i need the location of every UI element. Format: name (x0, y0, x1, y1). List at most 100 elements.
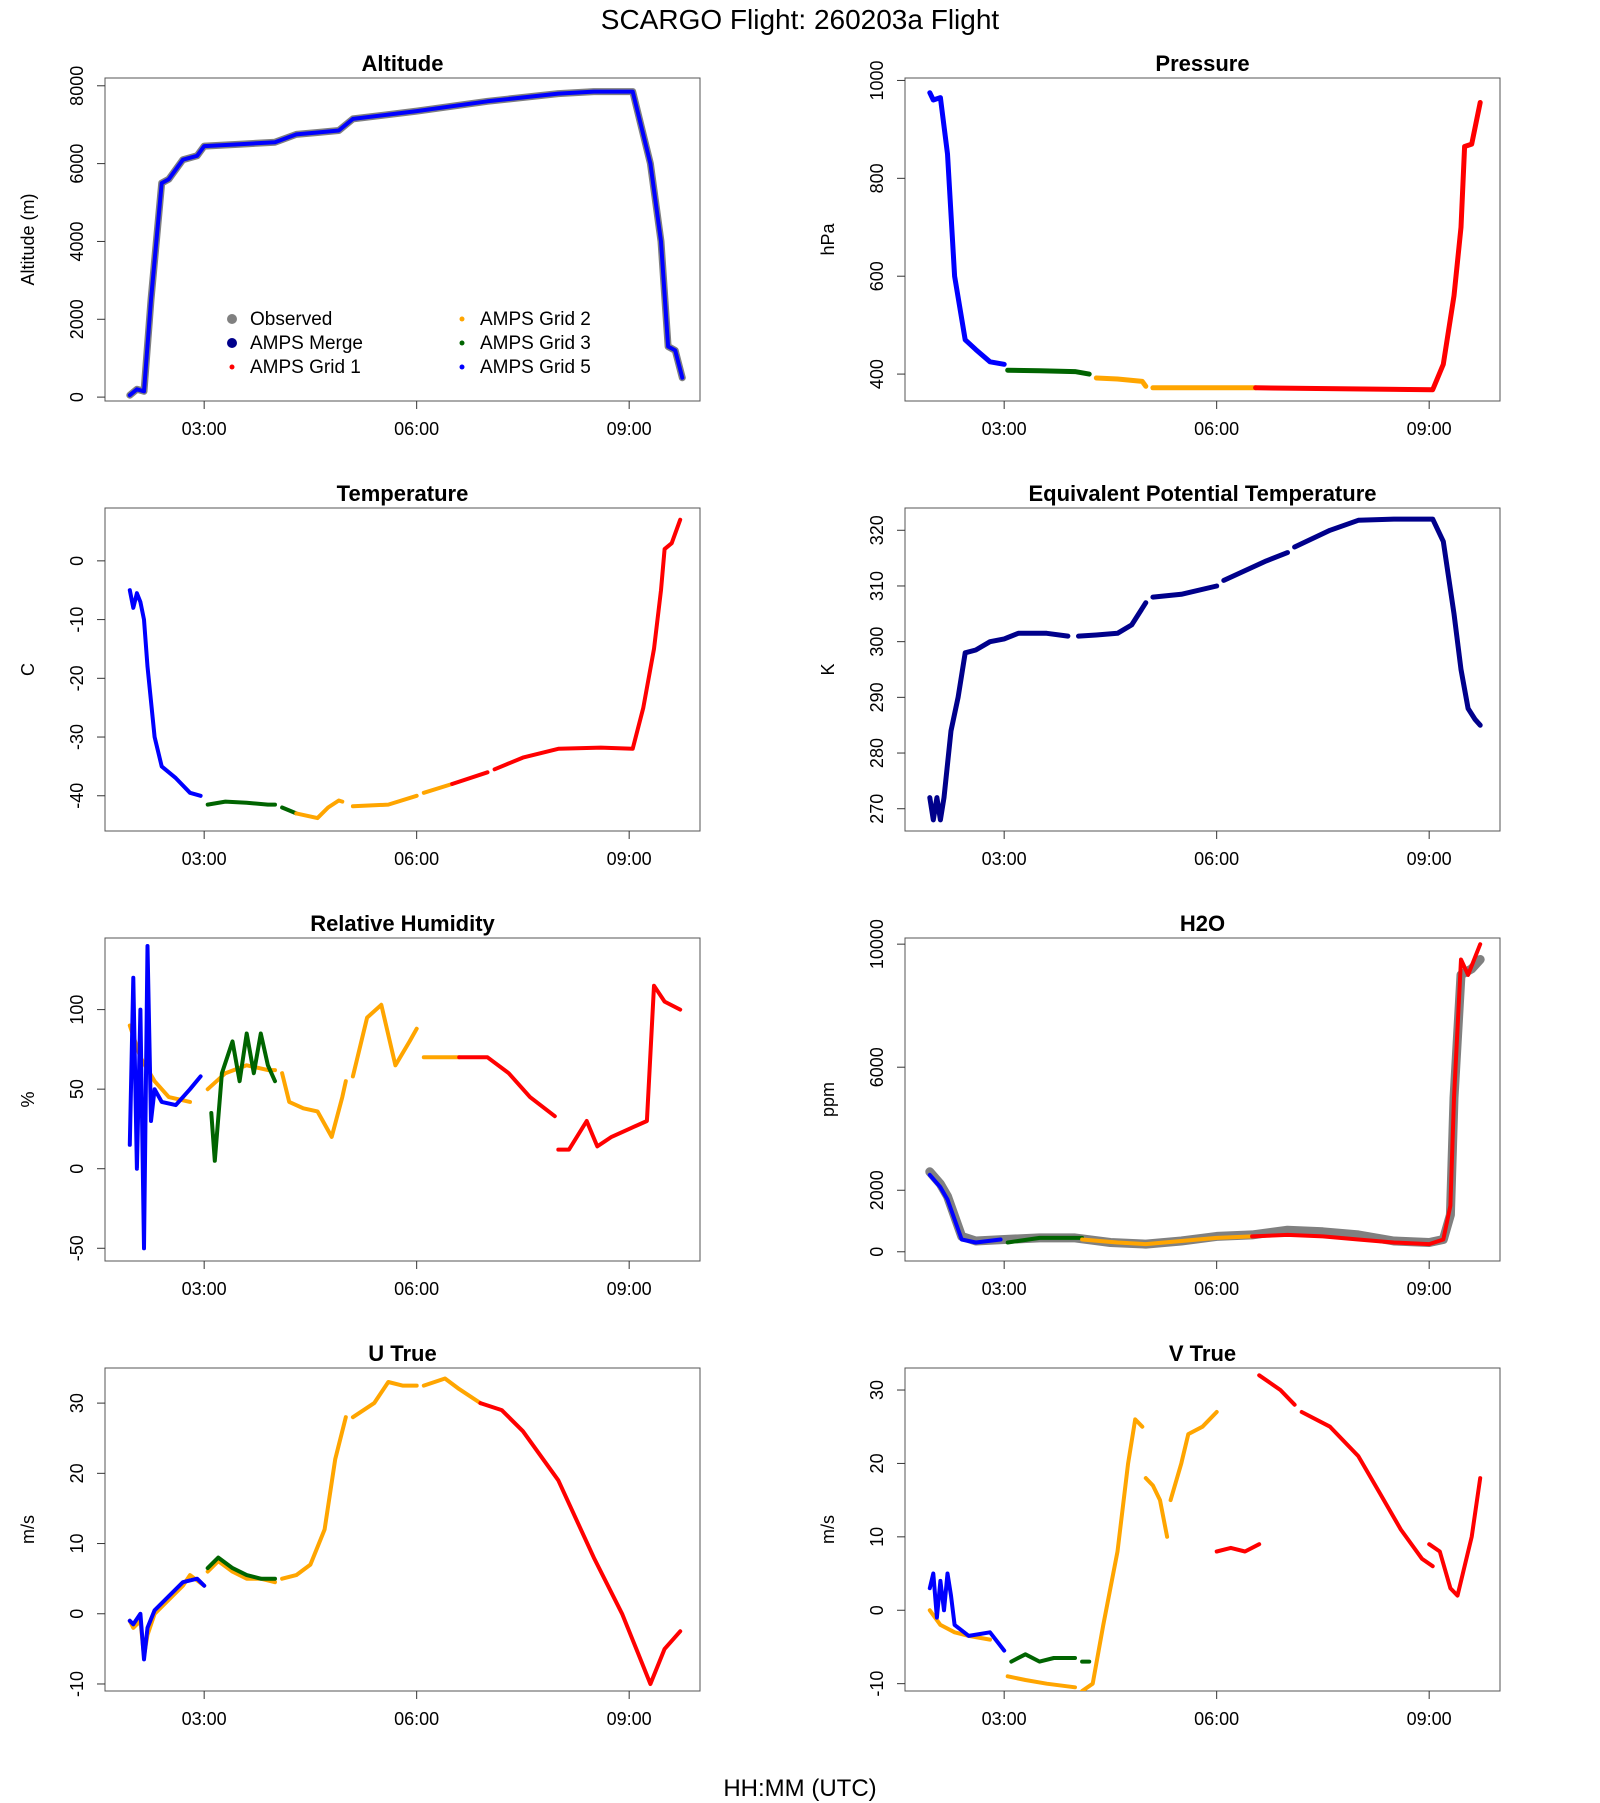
altitude-y-tick-label: 2000 (67, 299, 87, 339)
chart-altitude: Altitude 03:00 06:00 09:00 0 2000 4000 6000 8000… (18, 51, 701, 439)
u-true-x-tick-label: 09:00 (607, 1709, 652, 1729)
temperature-series-group (127, 517, 683, 821)
relative-humidity-y-tick-label: 0 (67, 1164, 87, 1174)
h2o-series-amps-grid-5 (927, 1172, 1003, 1245)
eq-pot-temp-series-amps-merge (1150, 583, 1220, 600)
altitude-title: Altitude (362, 51, 444, 76)
panel-altitude: Altitude 03:00 06:00 09:00 0 2000 4000 6000 8000… (0, 40, 800, 470)
v-true-series-amps-grid-1 (1299, 1410, 1435, 1569)
pressure-y-tick-label: 800 (867, 163, 887, 193)
temperature-x-tick-label: 06:00 (394, 849, 439, 869)
relative-humidity-plot-frame (104, 937, 701, 1262)
eq-pot-temp-y-tick-label: 320 (867, 515, 887, 545)
chart-temperature: Temperature 03:00 06:00 09:00 -40 -30 -20 -10 0 C (18, 481, 701, 869)
u-true-series-amps-grid-1 (478, 1401, 683, 1686)
legend-marker-amps-grid-5 (459, 364, 465, 370)
pressure-y-tick-label: 400 (867, 359, 887, 389)
altitude-series-amps-grid-5 (127, 89, 685, 398)
v-true-series-amps-grid-5 (927, 1571, 1007, 1653)
v-true-x-tick-label: 03:00 (982, 1709, 1027, 1729)
pressure-plot-frame (904, 77, 1501, 402)
chart-u-true: U True 03:00 06:00 09:00 -10 0 10 20 30 m/s (18, 1341, 701, 1729)
u-true-series-amps-grid-2 (350, 1380, 419, 1420)
legend-marker-observed (227, 314, 237, 324)
v-true-series-amps-grid-2 (1168, 1410, 1219, 1503)
relative-humidity-series-amps-grid-1 (457, 1055, 557, 1119)
temperature-series-amps-grid-2 (421, 782, 455, 795)
pressure-title: Pressure (1155, 51, 1249, 76)
u-true-series-amps-grid-2 (280, 1415, 348, 1581)
altitude-series-observed (126, 88, 686, 399)
legend-marker-amps-merge (227, 338, 237, 348)
eq-pot-temp-series-amps-merge (1076, 600, 1149, 639)
h2o-title: H2O (1180, 911, 1225, 936)
v-true-series-group (927, 1373, 1483, 1691)
panel-v-true: V True 03:00 06:00 09:00 -10 0 10 20 30 m/s (800, 1330, 1600, 1760)
h2o-series-amps-grid-1 (1250, 942, 1483, 1247)
eq-pot-temp-series-amps-merge (1221, 550, 1290, 583)
u-true-y-axis-label: m/s (18, 1515, 38, 1544)
figure-title: SCARGO Flight: 260203a Flight (600, 4, 1000, 35)
pressure-x-tick-label: 09:00 (1407, 419, 1452, 439)
v-true-y-axis-label: m/s (818, 1515, 838, 1544)
relative-humidity-y-tick-label: 100 (67, 995, 87, 1025)
u-true-y-tick-label: -10 (67, 1671, 87, 1697)
v-true-y-tick-label: 30 (867, 1380, 887, 1400)
panel-temperature: Temperature 03:00 06:00 09:00 -40 -30 -20 -10 0 C (0, 470, 800, 900)
relative-humidity-series-amps-grid-5 (127, 944, 203, 1251)
pressure-x-tick-label: 03:00 (982, 419, 1027, 439)
legend-label-amps-grid-2: AMPS Grid 2 (480, 309, 591, 330)
relative-humidity-series-amps-grid-2 (350, 1002, 419, 1079)
altitude-series-group (126, 88, 686, 399)
panel-relative-humidity: Relative Humidity 03:00 06:00 09:00 -50 0 50 10… (0, 900, 800, 1330)
v-true-series-amps-grid-1 (1427, 1476, 1483, 1598)
v-true-series-amps-grid-2 (1143, 1476, 1170, 1539)
v-true-y-tick-label: 20 (867, 1453, 887, 1473)
eq-pot-temp-y-axis-label: K (818, 663, 838, 675)
legend-label-amps-merge: AMPS Merge (250, 333, 363, 354)
eq-pot-temp-x-tick-label: 06:00 (1194, 849, 1239, 869)
relative-humidity-series-amps-grid-2 (280, 1071, 348, 1139)
v-true-series-amps-grid-1 (1257, 1373, 1297, 1407)
h2o-x-tick-label: 06:00 (1194, 1279, 1239, 1299)
v-true-series-amps-grid-3 (1009, 1652, 1077, 1664)
v-true-x-tick-label: 09:00 (1407, 1709, 1452, 1729)
u-true-x-tick-label: 03:00 (182, 1709, 227, 1729)
v-true-y-tick-label: 10 (867, 1527, 887, 1547)
h2o-series-amps-grid-2 (1080, 1234, 1255, 1247)
pressure-series-amps-grid-2 (1093, 375, 1149, 389)
pressure-y-axis-label: hPa (818, 222, 838, 255)
u-true-series-amps-grid-5 (127, 1576, 207, 1662)
u-true-y-tick-label: 30 (67, 1393, 87, 1413)
eq-pot-temp-series-amps-merge (1292, 516, 1483, 728)
temperature-y-axis-label: C (18, 663, 38, 676)
chart-pressure: Pressure 03:00 06:00 09:00 400 600 800 1000 hPa (818, 51, 1501, 439)
panel-pressure: Pressure 03:00 06:00 09:00 400 600 800 1000 hPa (800, 40, 1600, 470)
u-true-x-tick-label: 06:00 (394, 1709, 439, 1729)
relative-humidity-x-tick-label: 03:00 (182, 1279, 227, 1299)
eq-pot-temp-plot-frame (904, 507, 1501, 832)
u-true-y-tick-label: 10 (67, 1534, 87, 1554)
u-true-series-group (127, 1376, 683, 1686)
v-true-y-tick-label: -10 (867, 1671, 887, 1697)
v-true-series-amps-grid-2 (927, 1608, 992, 1642)
relative-humidity-series-group (127, 944, 683, 1251)
chart-relative-humidity: Relative Humidity 03:00 06:00 09:00 -50 0 50 10… (18, 911, 701, 1299)
u-true-series-amps-grid-3 (205, 1555, 277, 1581)
pressure-series-amps-grid-3 (1005, 367, 1092, 377)
pressure-y-tick-label: 1000 (867, 60, 887, 100)
v-true-series-amps-grid-2 (1005, 1674, 1077, 1690)
temperature-series-amps-grid-3 (280, 805, 299, 816)
v-true-series-amps-grid-2 (1080, 1417, 1145, 1691)
altitude-y-tick-label: 4000 (67, 221, 87, 261)
legend-label-amps-grid-1: AMPS Grid 1 (250, 357, 361, 378)
eq-pot-temp-series-amps-merge (927, 630, 1071, 823)
eq-pot-temp-y-tick-label: 290 (867, 682, 887, 712)
altitude-y-tick-label: 6000 (67, 144, 87, 184)
h2o-series-amps-grid-3 (1005, 1235, 1085, 1245)
altitude-y-tick-label: 8000 (67, 66, 87, 106)
eq-pot-temp-series-group (927, 516, 1483, 823)
temperature-series-amps-grid-2 (350, 793, 419, 809)
v-true-x-tick-label: 06:00 (1194, 1709, 1239, 1729)
temperature-y-tick-label: -30 (67, 724, 87, 750)
